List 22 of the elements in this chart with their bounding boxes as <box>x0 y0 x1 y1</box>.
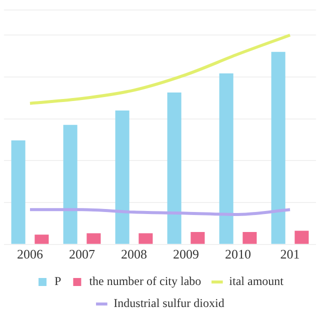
bar <box>190 232 205 244</box>
bar <box>294 230 309 244</box>
x-tick-label: 2010 <box>225 246 251 262</box>
x-tick-label: 2006 <box>17 246 44 262</box>
bar <box>86 233 101 244</box>
x-tick-label: 2007 <box>69 246 96 262</box>
x-tick-label: 2009 <box>173 246 199 262</box>
legend-label: the number of city labo <box>89 274 202 288</box>
legend-label: Industrial sulfur dioxid <box>114 296 224 310</box>
bar <box>271 52 286 244</box>
x-tick-label: 201 <box>280 246 300 262</box>
bar <box>11 140 26 244</box>
x-tick-label: 2008 <box>121 246 147 262</box>
bar <box>115 110 130 244</box>
bar <box>34 234 49 244</box>
legend-label: P <box>54 274 62 288</box>
legend-label: ital amount <box>229 274 284 288</box>
bar <box>63 124 78 244</box>
bar <box>219 73 234 244</box>
bar <box>167 92 182 244</box>
bar <box>242 232 257 244</box>
bar <box>138 233 153 244</box>
